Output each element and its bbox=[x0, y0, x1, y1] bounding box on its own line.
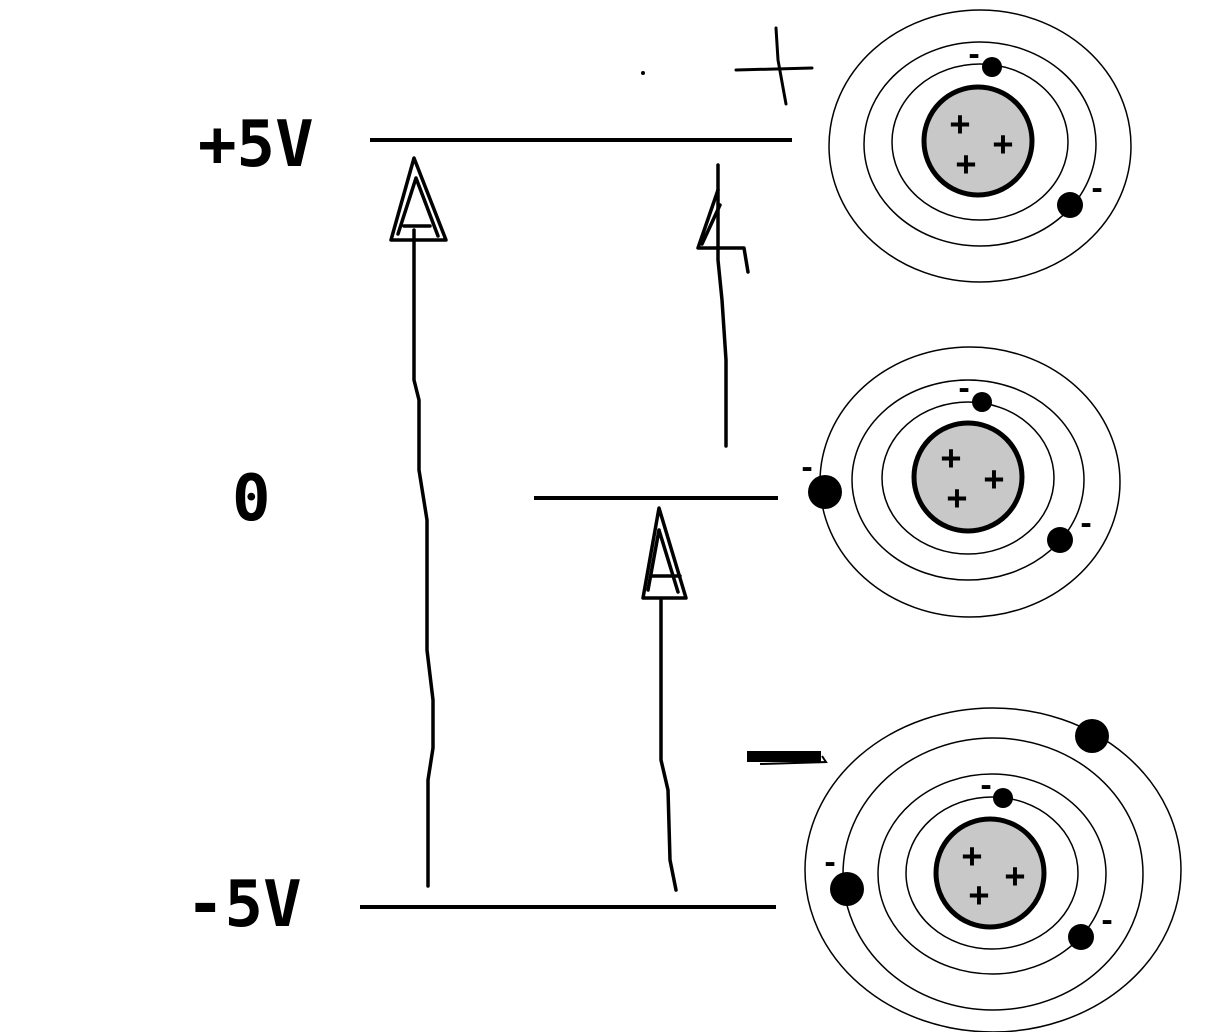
arrow-zero-to-plus5 bbox=[696, 163, 750, 448]
proton-charge: + bbox=[947, 478, 967, 518]
atom-neutral: + + + - - - bbox=[799, 346, 1121, 618]
atom-negative-ion: + + + - - - bbox=[804, 707, 1182, 1032]
stray-dot bbox=[641, 71, 645, 75]
inner-orbit bbox=[891, 63, 1069, 221]
proton-charge: + bbox=[1005, 856, 1025, 896]
proton-charge: + bbox=[941, 438, 961, 478]
middle-orbit bbox=[851, 379, 1085, 581]
arrow-minus5-to-zero bbox=[641, 506, 688, 892]
middle-orbit bbox=[863, 41, 1097, 247]
voltage-label-plus-5v: +5V bbox=[198, 108, 314, 182]
outer-orbit bbox=[828, 9, 1132, 283]
electron-charge: - bbox=[1078, 507, 1095, 540]
electron bbox=[808, 475, 842, 509]
electron bbox=[1068, 924, 1094, 950]
inner-orbit bbox=[881, 401, 1055, 555]
voltage-label-zero: 0 bbox=[232, 462, 271, 536]
electron bbox=[1047, 527, 1073, 553]
proton-charge: + bbox=[969, 875, 989, 915]
electron bbox=[982, 57, 1002, 77]
atom-positive-ion: + + + - - bbox=[828, 9, 1132, 283]
electron-charge: - bbox=[956, 372, 973, 405]
electron-charge: - bbox=[1089, 172, 1106, 205]
electron-charge: - bbox=[978, 769, 995, 802]
outer-orbit bbox=[804, 707, 1182, 1032]
electron bbox=[993, 788, 1013, 808]
electron bbox=[1057, 192, 1083, 218]
minus-sign-mark bbox=[747, 751, 828, 765]
voltage-label-minus-5v: -5V bbox=[186, 868, 302, 942]
electron-charge: - bbox=[822, 846, 839, 879]
inner-orbit bbox=[905, 796, 1079, 950]
nucleus bbox=[911, 420, 1025, 534]
plus-sign-mark bbox=[734, 26, 814, 106]
electron bbox=[830, 872, 864, 906]
proton-charge: + bbox=[956, 144, 976, 184]
middle-orbit bbox=[877, 773, 1107, 975]
electron-charge: - bbox=[966, 38, 983, 71]
nucleus bbox=[933, 816, 1047, 930]
electron-charge: - bbox=[799, 451, 816, 484]
proton-charge: + bbox=[950, 104, 970, 144]
electron-charge: - bbox=[1099, 904, 1116, 937]
proton-charge: + bbox=[962, 836, 982, 876]
arrow-minus5-to-plus5 bbox=[389, 156, 448, 888]
proton-charge: + bbox=[993, 124, 1013, 164]
electron bbox=[1075, 719, 1109, 753]
electron bbox=[972, 392, 992, 412]
proton-charge: + bbox=[984, 459, 1004, 499]
nucleus bbox=[921, 84, 1035, 198]
